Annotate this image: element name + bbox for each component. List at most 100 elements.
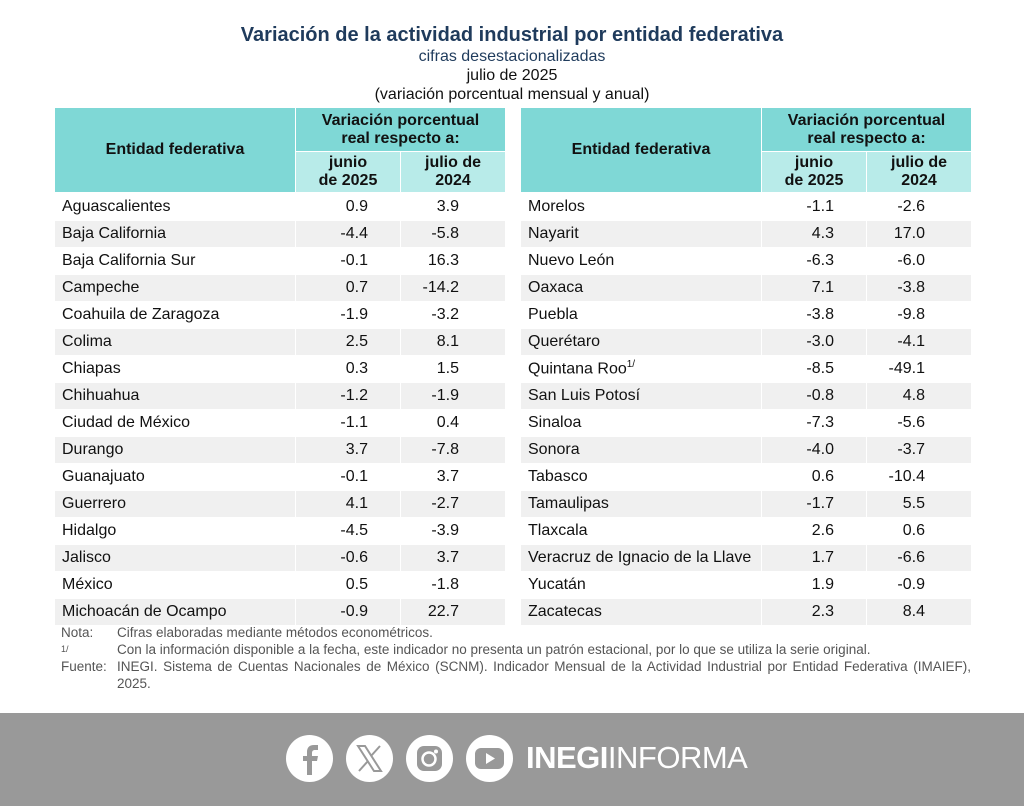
entity-name: Oaxaca: [521, 275, 761, 302]
youtube-icon[interactable]: [466, 735, 513, 782]
annual-variation-text: -10.4: [888, 468, 925, 485]
annual-variation: -3.2: [401, 302, 505, 329]
monthly-variation-text: -3.8: [806, 306, 834, 323]
monthly-variation: 0.5: [296, 572, 400, 599]
table-row: Nuevo León -6.3 -6.0: [521, 248, 971, 275]
entity-name: Baja California: [55, 221, 295, 248]
table-row: Aguascalientes 0.9 3.9: [55, 192, 505, 221]
entity-name: Campeche: [55, 275, 295, 302]
entity-name-text: Nayarit: [528, 225, 579, 242]
monthly-variation: -1.1: [762, 192, 866, 221]
annual-variation: 8.1: [401, 329, 505, 356]
entity-name: Coahuila de Zaragoza: [55, 302, 295, 329]
entity-name: Puebla: [521, 302, 761, 329]
header-month-text: junio de 2025: [318, 154, 378, 189]
x-icon[interactable]: [346, 735, 393, 782]
annual-variation-text: 8.1: [436, 333, 459, 350]
monthly-variation-text: -0.1: [340, 468, 368, 485]
entity-name: Tamaulipas: [521, 491, 761, 518]
monthly-variation-text: 0.3: [345, 360, 368, 377]
annual-variation: -1.9: [401, 383, 505, 410]
monthly-variation: -0.8: [762, 383, 866, 410]
header-variation: Variación porcentual real respecto a:: [296, 108, 505, 151]
monthly-variation-text: -4.0: [806, 441, 834, 458]
table-row: Chihuahua -1.2 -1.9: [55, 383, 505, 410]
monthly-variation-text: -1.1: [806, 198, 834, 215]
monthly-variation-text: -1.1: [340, 414, 368, 431]
annual-variation-text: 0.6: [902, 522, 925, 539]
annual-variation-text: -5.8: [431, 225, 459, 242]
entity-name: Ciudad de México: [55, 410, 295, 437]
monthly-variation: 2.6: [762, 518, 866, 545]
monthly-variation: 0.9: [296, 192, 400, 221]
annual-variation: -2.6: [867, 192, 971, 221]
instagram-icon[interactable]: [406, 735, 453, 782]
header-variation-text: Variación porcentual real respecto a:: [787, 111, 946, 147]
title-block: Variación de la actividad industrial por…: [0, 24, 1024, 104]
entity-name-text: Sinaloa: [528, 414, 582, 431]
monthly-variation: -7.3: [762, 410, 866, 437]
annual-variation: 3.7: [401, 464, 505, 491]
monthly-variation: -8.5: [762, 356, 866, 383]
header-entity: Entidad federativa: [521, 108, 761, 192]
entity-name-text: Jalisco: [62, 549, 111, 566]
monthly-variation-text: 7.1: [811, 279, 834, 296]
header-entity: Entidad federativa: [55, 108, 295, 192]
annual-variation-text: 22.7: [427, 603, 459, 620]
annual-variation: -9.8: [867, 302, 971, 329]
entity-name: Guanajuato: [55, 464, 295, 491]
header-variation-text: Variación porcentual real respecto a:: [321, 111, 480, 147]
entity-name-text: Oaxaca: [528, 279, 584, 296]
entity-name: México: [55, 572, 295, 599]
annual-variation: -6.0: [867, 248, 971, 275]
table-row: Tabasco 0.6 -10.4: [521, 464, 971, 491]
entity-name: Nuevo León: [521, 248, 761, 275]
monthly-variation-text: -8.5: [806, 360, 834, 377]
fuente-label: Fuente:: [61, 659, 107, 674]
table-right: Entidad federativa Variación porcentual …: [520, 108, 972, 626]
entity-name-text: Morelos: [528, 198, 585, 215]
monthly-variation: -1.9: [296, 302, 400, 329]
facebook-icon[interactable]: [286, 735, 333, 782]
entity-name: Baja California Sur: [55, 248, 295, 275]
table-row: Coahuila de Zaragoza -1.9 -3.2: [55, 302, 505, 329]
entity-name: Guerrero: [55, 491, 295, 518]
entity-name: Querétaro: [521, 329, 761, 356]
footnote-label: 1/: [61, 644, 69, 654]
entity-name-text: San Luis Potosí: [528, 387, 641, 404]
fuente-text: INEGI. Sistema de Cuentas Nacionales de …: [117, 659, 971, 691]
entity-name-text: Nuevo León: [528, 252, 615, 269]
table-row: Jalisco -0.6 3.7: [55, 545, 505, 572]
annual-variation-text: 17.0: [893, 225, 925, 242]
entity-name: Jalisco: [55, 545, 295, 572]
monthly-variation: 1.9: [762, 572, 866, 599]
annual-variation: -2.7: [401, 491, 505, 518]
annual-variation: -14.2: [401, 275, 505, 302]
entity-name-text: Guerrero: [62, 495, 127, 512]
entity-name: Michoacán de Ocampo: [55, 599, 295, 626]
entity-name-text: Coahuila de Zaragoza: [62, 306, 220, 323]
page-title: Variación de la actividad industrial por…: [240, 24, 784, 46]
annual-variation-text: -4.1: [897, 333, 925, 350]
monthly-variation-text: -6.3: [806, 252, 834, 269]
annual-variation: -5.8: [401, 221, 505, 248]
table-row: Colima 2.5 8.1: [55, 329, 505, 356]
table-row: Durango 3.7 -7.8: [55, 437, 505, 464]
monthly-variation: 1.7: [762, 545, 866, 572]
annual-variation-text: -14.2: [422, 279, 459, 296]
annual-variation-text: -1.9: [431, 387, 459, 404]
entity-name-text: Puebla: [528, 306, 578, 323]
annual-variation-text: -3.9: [431, 522, 459, 539]
table-row: Guanajuato -0.1 3.7: [55, 464, 505, 491]
entity-name: Zacatecas: [521, 599, 761, 626]
annual-variation: -3.8: [867, 275, 971, 302]
entity-name-text: Aguascalientes: [62, 198, 171, 215]
monthly-variation-text: 4.1: [345, 495, 368, 512]
annual-variation-text: 1.5: [436, 360, 459, 377]
entity-name-text: Veracruz de Ignacio de la Llave: [528, 549, 752, 566]
annual-variation: 5.5: [867, 491, 971, 518]
annual-variation-text: -49.1: [888, 360, 925, 377]
annual-variation: -1.8: [401, 572, 505, 599]
annual-variation-text: 8.4: [902, 603, 925, 620]
entity-name-text: Zacatecas: [528, 603, 602, 620]
